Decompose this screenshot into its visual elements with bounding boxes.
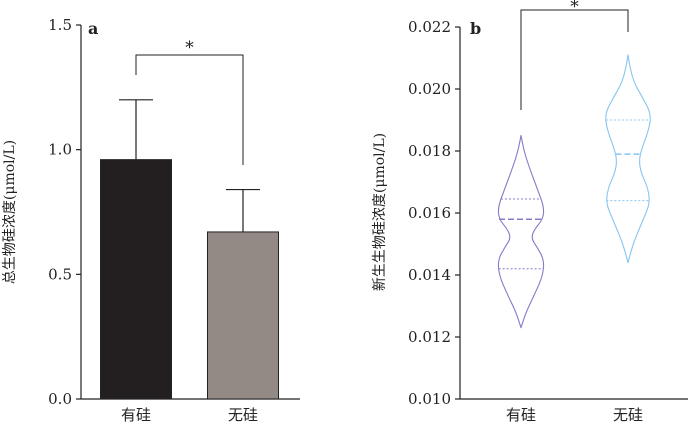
panel-a: 0.0 0.5 1.0 1.5 * a 总生物硅浓度(μmol/L) 有硅 无硅: [2, 16, 300, 424]
panel-b-y-tick-label: 0.022: [408, 18, 451, 36]
panel-b-y-axis-title: 新生生物硅浓度(μmol/L): [372, 133, 388, 291]
significance-bracket: [135, 54, 244, 165]
panel-a-y-axis-title: 总生物硅浓度(μmol/L): [2, 140, 18, 284]
panel-b-y-tick-label: 0.020: [408, 80, 451, 98]
panel-a-category-label: 有硅: [121, 406, 151, 424]
panel-a-category-label: 无硅: [228, 406, 258, 424]
panel-b-y-tick-label: 0.016: [408, 204, 451, 222]
violin-outline: [497, 134, 545, 329]
significance-bracket: [520, 9, 629, 110]
panel-a-y-tick-label: 1.0: [48, 141, 72, 159]
panel-b-category-label: 有硅: [506, 406, 536, 424]
bar: [207, 231, 279, 400]
violin-outline: [605, 54, 651, 264]
panel-b-label: b: [470, 19, 481, 38]
significance-marker: *: [185, 38, 194, 58]
panel-b-category-label: 无硅: [613, 406, 643, 424]
panel-a-y-tick-label: 0.5: [48, 265, 72, 283]
panel-b-y-tick-label: 0.014: [408, 266, 451, 284]
panel-a-y-tick-label: 1.5: [48, 16, 72, 34]
panel-b-y-tick-label: 0.010: [408, 390, 451, 408]
panel-b-y-tick-label: 0.018: [408, 142, 451, 160]
panel-b-y-tick-label: 0.012: [408, 328, 451, 346]
bar: [100, 159, 172, 400]
panel-a-label: a: [88, 19, 98, 38]
significance-marker: *: [570, 0, 579, 17]
panel-a-y-tick-label: 0.0: [48, 390, 72, 408]
